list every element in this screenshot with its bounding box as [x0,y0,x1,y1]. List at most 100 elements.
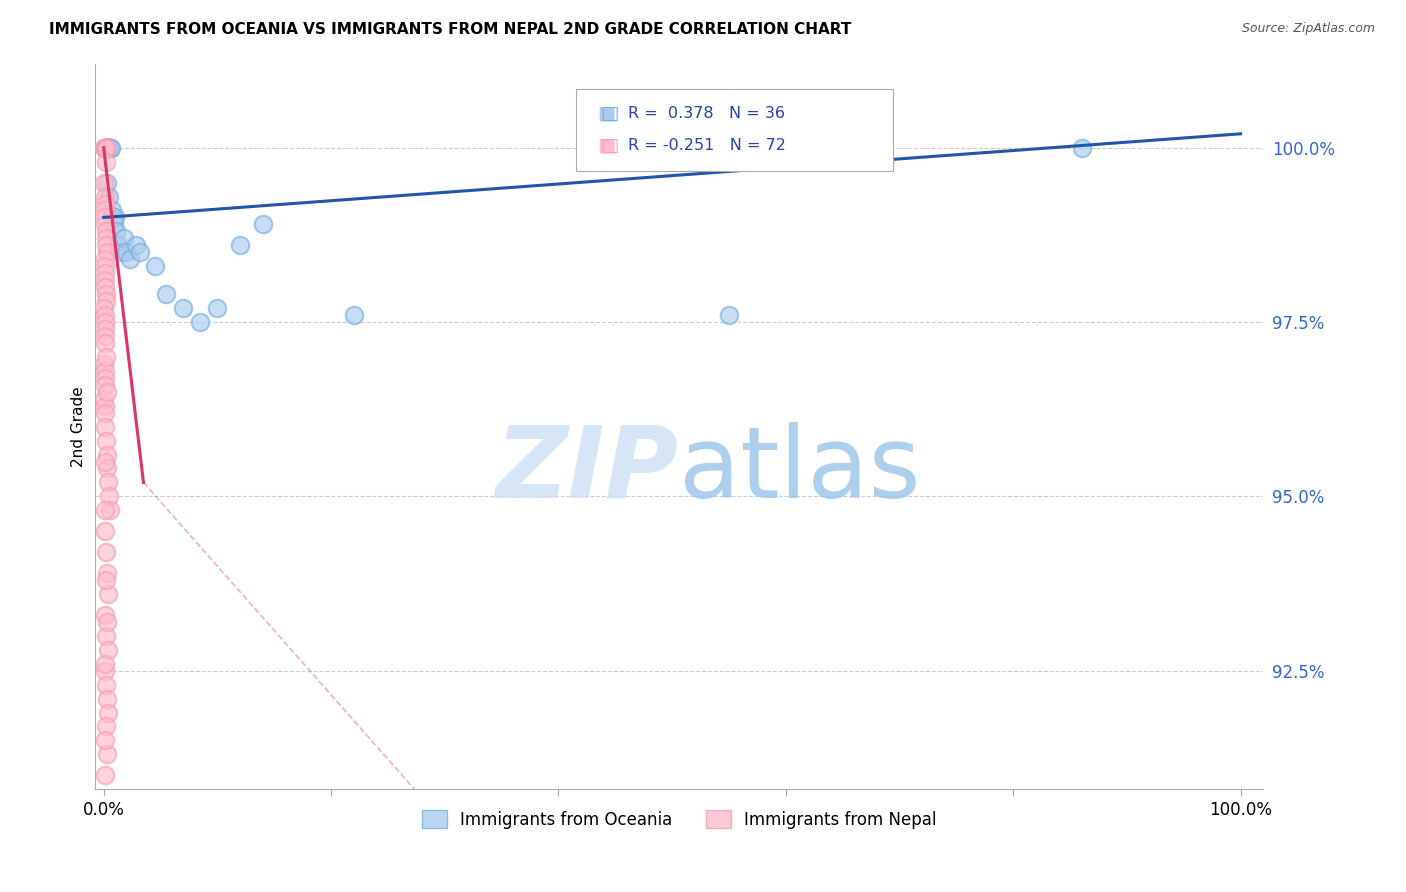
Point [96,141,118,155]
Legend: Immigrants from Oceania, Immigrants from Nepal: Immigrants from Oceania, Immigrants from… [415,804,943,835]
Point [96,245,118,260]
Point [94,607,117,622]
Point [97,189,120,203]
Point [94,678,117,692]
Point [94,280,117,294]
Point [94,141,117,155]
Point [93,141,115,155]
Point [143,260,166,274]
Point [93,308,115,322]
Point [112,231,135,245]
Point [94,196,117,211]
Point [104,211,127,225]
Point [93,189,115,203]
Point [94,141,117,155]
Point [96,461,118,475]
Point [100,503,122,517]
Text: □: □ [600,136,619,155]
Point [94,224,117,238]
Point [831,141,853,155]
Point [110,245,132,260]
Point [94,218,117,232]
Text: ■: ■ [598,136,616,155]
Point [97,587,120,601]
Point [94,768,117,782]
Point [188,315,211,329]
Point [96,141,118,155]
Point [96,629,118,643]
Point [94,371,117,385]
Point [97,642,120,657]
Point [118,252,141,267]
Point [100,141,122,155]
Text: R =  0.378   N = 36: R = 0.378 N = 36 [628,106,786,120]
Point [98,141,121,155]
Point [96,238,118,252]
Point [94,350,117,364]
Point [94,419,117,434]
Point [93,141,115,155]
Point [93,392,115,406]
Point [93,399,115,413]
Point [129,245,152,260]
Point [94,733,117,747]
Text: ZIP: ZIP [496,422,679,518]
Point [252,218,274,232]
Point [94,503,117,517]
Text: IMMIGRANTS FROM OCEANIA VS IMMIGRANTS FROM NEPAL 2ND GRADE CORRELATION CHART: IMMIGRANTS FROM OCEANIA VS IMMIGRANTS FR… [49,22,852,37]
Point [94,266,117,280]
Point [343,308,366,322]
Point [94,434,117,448]
Point [94,657,117,671]
Text: Source: ZipAtlas.com: Source: ZipAtlas.com [1241,22,1375,36]
Point [94,231,117,245]
Point [98,489,121,503]
Text: □: □ [600,103,619,123]
Point [96,691,118,706]
Point [96,566,118,580]
Point [107,238,129,252]
Point [94,664,117,678]
Point [103,218,125,232]
Point [94,141,117,155]
Point [94,141,117,155]
Point [100,141,122,155]
Point [96,141,118,155]
Point [94,545,117,559]
Point [94,260,117,274]
Point [94,335,117,350]
Point [94,273,117,287]
Point [96,719,118,733]
Point [94,287,117,301]
Point [207,301,229,315]
Point [115,245,138,260]
Point [94,406,117,420]
Point [94,203,117,218]
Point [229,238,252,252]
Point [105,224,128,238]
Point [96,154,118,169]
Text: R = -0.251   N = 72: R = -0.251 N = 72 [628,138,786,153]
Point [93,252,115,267]
Point [94,141,117,155]
Point [94,377,117,392]
Point [94,211,117,225]
Point [718,308,741,322]
Point [97,141,120,155]
Point [98,141,121,155]
Point [94,315,117,329]
Point [97,141,120,155]
Point [94,573,117,587]
Point [93,364,115,378]
Point [96,384,118,399]
Point [93,357,115,371]
Point [94,524,117,539]
Point [96,141,118,155]
Point [155,287,177,301]
Point [97,475,120,490]
Point [124,238,146,252]
Point [100,203,122,218]
Point [94,322,117,336]
Point [93,454,115,468]
Point [96,448,118,462]
